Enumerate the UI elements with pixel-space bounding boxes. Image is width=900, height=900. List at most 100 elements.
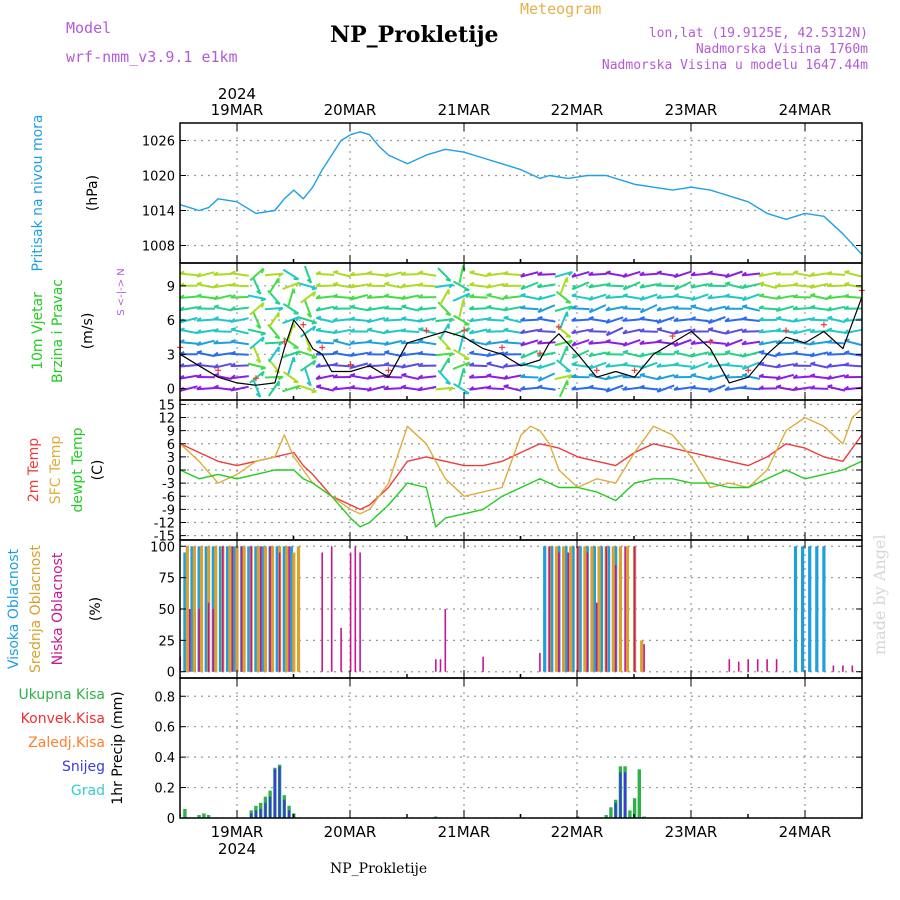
wind-arrow-head — [315, 270, 322, 275]
wind-arrow-head — [400, 316, 407, 320]
wind-arrow — [332, 386, 352, 391]
model-label: Model — [66, 19, 112, 37]
wind-arrow-head — [316, 315, 322, 320]
wind-arrow — [503, 316, 522, 324]
wind-arrow — [588, 386, 607, 391]
wind-arrow — [776, 305, 795, 312]
wind-arrow — [708, 316, 726, 325]
y-tick-label: 3 — [167, 348, 175, 363]
wind-arrow-head — [349, 304, 356, 309]
precip-bar-total_precip — [609, 807, 613, 818]
wind-arrow-head — [741, 328, 747, 333]
wind-arrow — [252, 277, 262, 295]
wind-arrow — [418, 272, 437, 277]
wind-arrow-head — [639, 295, 645, 301]
wind-arrow — [179, 295, 198, 299]
wind-arrow — [605, 284, 624, 288]
wind-arrow — [810, 375, 829, 380]
wind-arrow — [844, 364, 863, 368]
wind-arrow-head — [400, 363, 406, 369]
wind-arrow — [418, 385, 437, 392]
cloud-bar-mid_cloud — [235, 546, 239, 672]
wind-arrow — [179, 385, 198, 392]
wind-arrow-head — [230, 282, 236, 287]
sfc-temp-axis-label: SFC Temp — [48, 436, 64, 505]
wind-arrow-head — [260, 366, 266, 371]
panel-frame-pressure — [179, 122, 863, 264]
cloud-bar-low_cloud — [539, 652, 541, 672]
wind-arrow-head — [843, 385, 849, 391]
wind-arrow — [691, 361, 709, 370]
wind-arrow-head — [827, 384, 833, 388]
wind-arrow-head — [230, 270, 236, 275]
wind-arrow — [458, 368, 465, 387]
y-tick-label: 25 — [158, 634, 175, 649]
wind-arrow-head — [758, 361, 765, 366]
y-tick-label: 9 — [167, 280, 175, 295]
wind-arrow — [304, 368, 312, 387]
wind-arrow — [418, 328, 437, 335]
wind-arrow — [367, 328, 386, 335]
wind-arrow-head — [332, 317, 338, 322]
wind-arrow — [401, 317, 420, 323]
wind-arrow — [622, 307, 641, 310]
wind-arrow — [588, 317, 607, 323]
temp2m-axis-label: 2m Temp — [26, 438, 42, 502]
wind-arrow — [758, 329, 778, 334]
wind-arrow-head — [462, 299, 466, 305]
wind-arrow-head — [261, 371, 265, 377]
y-tick-label: 6 — [167, 314, 175, 329]
wind-arrow — [469, 283, 488, 288]
wind-arrow-head — [502, 374, 509, 380]
wind-arrow — [299, 350, 317, 359]
wind-arrow-head — [465, 292, 471, 299]
wind-arrow-head — [605, 387, 611, 393]
wind-arrow — [350, 293, 369, 301]
y-tick-label: 1026 — [142, 135, 175, 150]
wind-arrow — [793, 271, 812, 278]
cloud-bar-high_cloud — [289, 546, 293, 672]
wind-arrow-head — [605, 330, 611, 336]
wind-arrow-head — [486, 361, 492, 365]
series-line-pressure — [179, 131, 863, 255]
cloud-bar-high_cloud — [808, 546, 812, 672]
wind-arrow-head — [690, 352, 696, 358]
panel-frame-precipitation — [179, 677, 863, 819]
cloud-bar-mid_cloud — [214, 546, 218, 672]
cloud-bar-mid_cloud — [597, 546, 601, 672]
wind-arrow — [350, 341, 369, 345]
wind-arrow-head — [230, 338, 236, 343]
wind-arrow-head — [639, 307, 645, 314]
wind-arrow-head — [520, 329, 526, 334]
wind-arrow-head — [502, 294, 509, 300]
wind-arrow — [196, 363, 215, 368]
cloud-bar-high_cloud — [571, 546, 575, 672]
wind-arrow-head — [311, 287, 317, 291]
wind-arrow-head — [690, 364, 696, 370]
wind-arrow — [776, 294, 795, 300]
wind-arrow — [605, 305, 624, 312]
top-day-label: 24MAR — [779, 101, 832, 119]
wind-arrow — [724, 318, 744, 323]
wind-arrow — [537, 304, 556, 314]
wind-arrow-head — [332, 385, 338, 391]
wind-arrow — [572, 281, 590, 291]
wind-arrow-head — [809, 304, 816, 309]
wind-arrow — [300, 325, 316, 338]
wind-arrow-head — [260, 302, 265, 308]
wind-arrow — [418, 340, 437, 346]
wind-arrow-head — [400, 295, 406, 300]
wind-arrow-head — [656, 375, 662, 381]
wind-arrow-head — [775, 384, 782, 388]
y-tick-label: 50 — [158, 603, 175, 618]
wind-arrow — [230, 385, 249, 392]
wind-arrow-head — [417, 282, 424, 287]
wind-arrow-head — [383, 293, 390, 298]
model-name: wrf-nmm_v3.9.1 e1km — [66, 48, 238, 66]
wind-arrow-head — [520, 293, 526, 297]
wind-arrow — [247, 362, 266, 369]
wind-arrow — [503, 329, 522, 334]
wind-arrow-head — [571, 317, 577, 322]
wind-arrow — [827, 295, 846, 300]
wind-arrow-head — [278, 376, 284, 381]
